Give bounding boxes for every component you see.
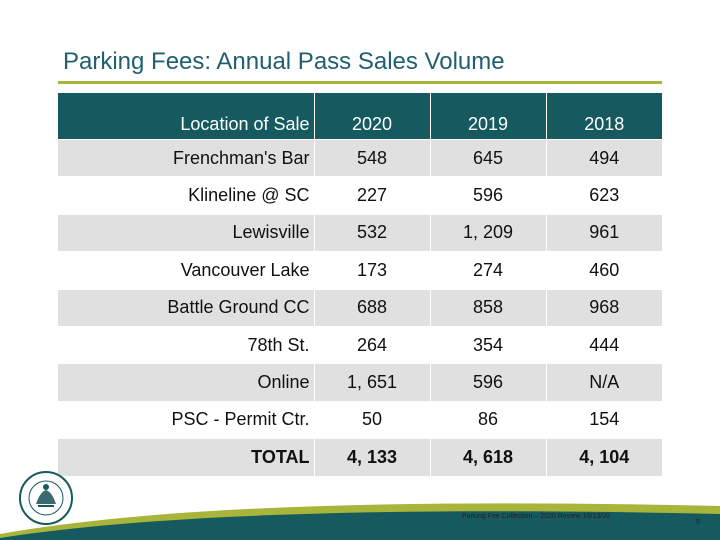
cell-2019: 1, 209: [429, 214, 546, 253]
cell-2018: N/A: [545, 363, 662, 402]
header-2018: 2018: [545, 93, 662, 140]
footer-caption: Parking Fee Collection – 2020 Review 10/…: [462, 513, 610, 520]
table-row: Lewisville 532 1, 209 961: [58, 214, 662, 253]
cell-2018: 460: [545, 251, 662, 290]
header-2019: 2019: [429, 93, 546, 140]
cell-location: PSC - Permit Ctr.: [58, 401, 314, 440]
table-row: Vancouver Lake 173 274 460: [58, 251, 662, 290]
cell-2020: 688: [313, 289, 430, 327]
cell-2019: 596: [429, 176, 546, 215]
table-row-total: TOTAL 4, 133 4, 618 4, 104: [58, 438, 662, 477]
footer-wave-decoration: [0, 503, 720, 540]
cell-2020: 173: [313, 251, 430, 290]
cell-2018: 4, 104: [545, 438, 662, 477]
cell-2020: 4, 133: [313, 438, 430, 477]
slide-title: Parking Fees: Annual Pass Sales Volume: [63, 48, 505, 75]
cell-2020: 548: [313, 139, 430, 178]
cell-2019: 596: [429, 363, 546, 402]
table-row: 78th St. 264 354 444: [58, 326, 662, 365]
cell-2019: 4, 618: [429, 438, 546, 477]
table-row: PSC - Permit Ctr. 50 86 154: [58, 401, 662, 440]
cell-2018: 961: [545, 214, 662, 253]
cell-2020: 264: [313, 326, 430, 365]
cell-location: 78th St.: [58, 326, 314, 365]
cell-location: Online: [58, 363, 314, 402]
page-number: 5: [696, 519, 700, 526]
cell-2019: 86: [429, 401, 546, 440]
pass-sales-table: Location of Sale 2020 2019 2018 Frenchma…: [58, 93, 662, 477]
header-location: Location of Sale: [58, 93, 314, 140]
cell-2018: 154: [545, 401, 662, 440]
cell-2020: 50: [313, 401, 430, 440]
table-row: Online 1, 651 596 N/A: [58, 363, 662, 402]
header-2020: 2020: [313, 93, 430, 140]
table-header-row: Location of Sale 2020 2019 2018: [58, 93, 662, 140]
cell-location: Vancouver Lake: [58, 251, 314, 290]
table-row: Battle Ground CC 688 858 968: [58, 289, 662, 327]
cell-location: Lewisville: [58, 214, 314, 253]
cell-location: TOTAL: [58, 438, 314, 477]
cell-2019: 274: [429, 251, 546, 290]
cell-2019: 858: [429, 289, 546, 327]
cell-location: Klineline @ SC: [58, 176, 314, 215]
cell-2020: 532: [313, 214, 430, 253]
cell-2020: 1, 651: [313, 363, 430, 402]
cell-2019: 645: [429, 139, 546, 178]
cell-2019: 354: [429, 326, 546, 365]
cell-location: Frenchman's Bar: [58, 139, 314, 178]
cell-location: Battle Ground CC: [58, 289, 314, 327]
cell-2018: 968: [545, 289, 662, 327]
cell-2018: 494: [545, 139, 662, 178]
table-row: Klineline @ SC 227 596 623: [58, 176, 662, 215]
table-row: Frenchman's Bar 548 645 494: [58, 139, 662, 178]
cell-2018: 623: [545, 176, 662, 215]
cell-2018: 444: [545, 326, 662, 365]
title-underline: [58, 81, 662, 84]
county-seal-logo: [19, 471, 73, 525]
cell-2020: 227: [313, 176, 430, 215]
